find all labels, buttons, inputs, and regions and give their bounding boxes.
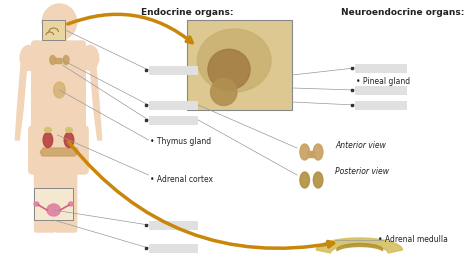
Ellipse shape bbox=[54, 82, 65, 98]
Text: Endocrine organs:: Endocrine organs: bbox=[141, 8, 233, 17]
Text: Posterior view: Posterior view bbox=[335, 167, 389, 177]
Ellipse shape bbox=[300, 144, 310, 160]
FancyBboxPatch shape bbox=[53, 35, 66, 45]
FancyBboxPatch shape bbox=[29, 126, 88, 174]
FancyBboxPatch shape bbox=[35, 168, 55, 232]
FancyBboxPatch shape bbox=[355, 64, 407, 73]
Text: • Adrenal medulla: • Adrenal medulla bbox=[378, 235, 448, 244]
FancyBboxPatch shape bbox=[42, 20, 65, 40]
FancyBboxPatch shape bbox=[148, 66, 198, 74]
Ellipse shape bbox=[197, 29, 271, 92]
Ellipse shape bbox=[65, 128, 73, 133]
Text: Neuroendocrine organs:: Neuroendocrine organs: bbox=[341, 8, 464, 17]
Ellipse shape bbox=[313, 172, 323, 188]
Text: Anterior view: Anterior view bbox=[335, 141, 386, 150]
Text: • Pineal gland: • Pineal gland bbox=[356, 78, 410, 86]
Polygon shape bbox=[40, 148, 79, 156]
FancyBboxPatch shape bbox=[148, 100, 198, 109]
FancyBboxPatch shape bbox=[308, 151, 315, 158]
FancyBboxPatch shape bbox=[148, 220, 198, 230]
Ellipse shape bbox=[69, 202, 73, 206]
Polygon shape bbox=[316, 238, 402, 253]
FancyBboxPatch shape bbox=[355, 85, 407, 95]
FancyBboxPatch shape bbox=[355, 100, 407, 109]
Ellipse shape bbox=[64, 133, 74, 148]
FancyBboxPatch shape bbox=[187, 20, 292, 110]
FancyBboxPatch shape bbox=[148, 116, 198, 124]
Ellipse shape bbox=[313, 144, 323, 160]
FancyBboxPatch shape bbox=[55, 168, 77, 232]
Ellipse shape bbox=[50, 56, 55, 64]
FancyBboxPatch shape bbox=[55, 59, 62, 64]
Ellipse shape bbox=[34, 202, 39, 206]
Ellipse shape bbox=[63, 56, 69, 64]
FancyBboxPatch shape bbox=[35, 188, 73, 220]
FancyBboxPatch shape bbox=[32, 41, 85, 133]
Ellipse shape bbox=[20, 45, 37, 71]
Text: • Adrenal cortex: • Adrenal cortex bbox=[150, 175, 213, 184]
Ellipse shape bbox=[300, 172, 310, 188]
Text: • Thymus gland: • Thymus gland bbox=[150, 138, 211, 146]
Ellipse shape bbox=[43, 133, 53, 148]
Polygon shape bbox=[15, 48, 34, 140]
FancyBboxPatch shape bbox=[148, 244, 198, 252]
Ellipse shape bbox=[210, 78, 237, 105]
Ellipse shape bbox=[208, 49, 250, 90]
Ellipse shape bbox=[82, 45, 99, 71]
Polygon shape bbox=[83, 48, 101, 140]
Ellipse shape bbox=[45, 128, 51, 133]
Ellipse shape bbox=[47, 204, 60, 216]
Circle shape bbox=[42, 4, 77, 40]
